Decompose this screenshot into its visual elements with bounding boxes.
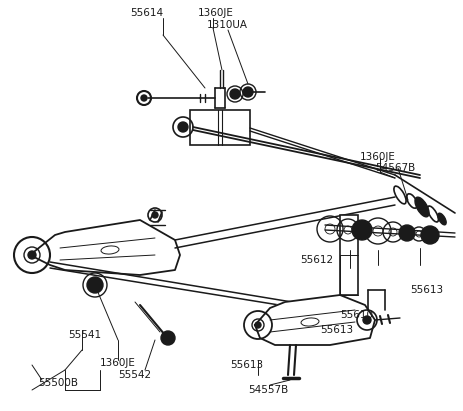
Circle shape <box>152 212 158 218</box>
Text: 1360JE: 1360JE <box>198 8 233 18</box>
Text: 1360JE: 1360JE <box>359 152 395 162</box>
Circle shape <box>230 89 239 99</box>
Circle shape <box>141 95 147 101</box>
Polygon shape <box>30 220 180 275</box>
Circle shape <box>255 322 260 328</box>
Text: 55612: 55612 <box>300 255 332 265</box>
Text: 55613: 55613 <box>230 360 263 370</box>
Circle shape <box>161 331 175 345</box>
Circle shape <box>362 316 370 324</box>
Ellipse shape <box>437 213 445 225</box>
Circle shape <box>178 122 188 132</box>
Ellipse shape <box>351 220 371 240</box>
Bar <box>189 110 250 145</box>
Circle shape <box>243 87 252 97</box>
Ellipse shape <box>414 197 428 217</box>
Text: 55613: 55613 <box>319 325 352 335</box>
Text: 1310UA: 1310UA <box>206 20 247 30</box>
Text: 55613: 55613 <box>409 285 442 295</box>
Text: 54567B: 54567B <box>374 163 414 173</box>
Text: 55500B: 55500B <box>38 378 78 388</box>
Text: 55542: 55542 <box>118 370 151 380</box>
Text: 55541: 55541 <box>68 330 101 340</box>
Polygon shape <box>255 295 374 345</box>
Circle shape <box>87 277 103 293</box>
Text: 54557B: 54557B <box>247 385 288 395</box>
Bar <box>339 215 357 295</box>
Text: 55614: 55614 <box>130 8 163 18</box>
Text: 55610: 55610 <box>339 310 372 320</box>
Circle shape <box>420 226 438 244</box>
Text: 1360JE: 1360JE <box>100 358 136 368</box>
Ellipse shape <box>398 225 414 241</box>
Circle shape <box>28 251 36 259</box>
